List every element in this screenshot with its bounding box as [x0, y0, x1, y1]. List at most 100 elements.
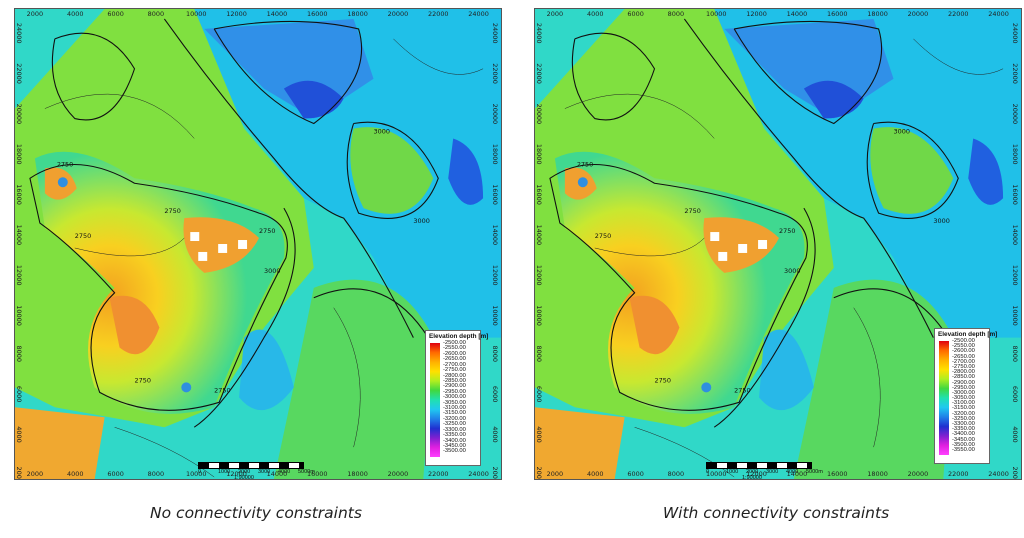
scale-bar-graphic	[198, 462, 304, 469]
contour-label: 3000	[264, 267, 280, 275]
y-tick-label: 14000	[15, 225, 23, 246]
x-tick-label: 2000	[547, 470, 563, 478]
legend-value: -3550.00	[952, 448, 975, 453]
x-tick-label: 8000	[148, 470, 164, 478]
scale-label: 4000	[278, 469, 290, 475]
legend-color-bar	[430, 343, 440, 457]
x-tick-label: 4000	[587, 10, 603, 18]
crest	[535, 407, 625, 479]
x-tick-label: 22000	[948, 10, 969, 18]
y-tick-label: 14000	[1011, 225, 1019, 246]
y-tick-label: 20000	[15, 104, 23, 125]
y-tick-label: 18000	[1011, 144, 1019, 165]
scale-label: 1000	[218, 469, 230, 475]
y-tick-label: 24000	[491, 23, 499, 44]
y-tick-label: 2000	[15, 467, 23, 479]
y-tick-label: 16000	[491, 184, 499, 205]
scale-ratio: 1:90000	[234, 475, 254, 481]
contour-label: 2750	[684, 207, 700, 215]
x-tick-label: 8000	[148, 10, 164, 18]
well-marker-circle	[58, 177, 68, 187]
x-tick-label: 18000	[347, 470, 368, 478]
y-tick-label: 18000	[491, 144, 499, 165]
contour-label: 2750	[779, 227, 795, 235]
y-tick-label: 10000	[535, 305, 543, 326]
legend-values: -2500.00 -2550.00 -2600.00 -2650.00 -2700.00…	[443, 341, 466, 455]
contour-label: 3000	[374, 127, 390, 135]
y-tick-label: 20000	[1011, 104, 1019, 125]
well-marker-square	[738, 244, 747, 253]
y-tick-label: 10000	[15, 305, 23, 326]
x-tick-label: 14000	[267, 10, 288, 18]
x-tick-label: 24000	[468, 10, 489, 18]
well-marker-square	[710, 232, 719, 241]
contour-label: 2750	[577, 160, 593, 168]
well-marker-square	[238, 240, 247, 249]
y-tick-label: 24000	[15, 23, 23, 44]
x-tick-label: 8000	[668, 10, 684, 18]
legend: Elevation depth [m] -2500.00 -2550.00 -260…	[934, 328, 990, 464]
x-tick-label: 24000	[988, 10, 1009, 18]
y-tick-label: 2000	[491, 467, 499, 479]
y-tick-label: 16000	[535, 184, 543, 205]
y-tick-label: 22000	[1011, 63, 1019, 84]
well-marker-square	[718, 252, 727, 261]
x-tick-label: 22000	[428, 470, 449, 478]
x-tick-label: 20000	[388, 470, 409, 478]
scale-label: 0	[198, 469, 201, 475]
y-tick-label: 6000	[491, 386, 499, 402]
well-marker-circle	[578, 177, 588, 187]
contour-label: 2750	[135, 376, 151, 384]
y-tick-label: 10000	[491, 305, 499, 326]
panel-caption: No connectivity constraints	[0, 504, 512, 522]
y-tick-label: 6000	[1011, 386, 1019, 402]
x-tick-label: 4000	[67, 470, 83, 478]
x-tick-label: 6000	[107, 470, 123, 478]
well-marker-square	[218, 244, 227, 253]
y-tick-label: 22000	[15, 63, 23, 84]
y-tick-label: 2000	[1011, 467, 1019, 479]
x-tick-label: 2000	[547, 10, 563, 18]
contour-label: 2750	[734, 386, 750, 394]
x-tick-label: 18000	[347, 10, 368, 18]
scale-label: 0	[706, 469, 709, 475]
legend-value: -3500.00	[443, 449, 466, 454]
y-tick-label: 12000	[1011, 265, 1019, 286]
scale-label: 5000m	[806, 469, 823, 475]
legend: Elevation depth [m] -2500.00 -2550.00 -260…	[425, 330, 481, 466]
well-marker-circle	[701, 382, 711, 392]
y-tick-label: 8000	[535, 346, 543, 362]
y-tick-label: 8000	[491, 346, 499, 362]
y-tick-label: 8000	[15, 346, 23, 362]
contour-label: 2750	[57, 160, 73, 168]
y-tick-label: 24000	[1011, 23, 1019, 44]
y-tick-label: 18000	[535, 144, 543, 165]
x-tick-label: 6000	[107, 10, 123, 18]
y-tick-label: 22000	[535, 63, 543, 84]
x-tick-label: 20000	[908, 10, 929, 18]
x-tick-label: 10000	[186, 10, 207, 18]
y-tick-label: 20000	[491, 104, 499, 125]
x-tick-label: 22000	[948, 470, 969, 478]
legend-title: Elevation depth [m]	[429, 333, 488, 340]
x-tick-label: 12000	[226, 10, 247, 18]
y-tick-label: 16000	[15, 184, 23, 205]
y-tick-label: 4000	[491, 426, 499, 442]
y-tick-label: 12000	[535, 265, 543, 286]
legend-values: -2500.00 -2550.00 -2600.00 -2650.00 -2700.00…	[952, 339, 975, 453]
x-tick-label: 2000	[27, 470, 43, 478]
well-marker-square	[198, 252, 207, 261]
contour-label: 2750	[164, 207, 180, 215]
scale-label: 3000	[258, 469, 270, 475]
y-tick-label: 4000	[535, 426, 543, 442]
well-marker-square	[758, 240, 767, 249]
x-tick-label: 16000	[827, 470, 848, 478]
x-tick-label: 22000	[428, 10, 449, 18]
map-panel-left: 2750 2750 2750 2750 3000 3000 3000 2750 2750 2000…	[0, 0, 512, 538]
x-tick-label: 16000	[827, 10, 848, 18]
y-tick-label: 2000	[535, 467, 543, 479]
crest	[15, 407, 105, 479]
x-tick-label: 24000	[988, 470, 1009, 478]
y-tick-label: 10000	[1011, 305, 1019, 326]
y-tick-label: 4000	[1011, 426, 1019, 442]
